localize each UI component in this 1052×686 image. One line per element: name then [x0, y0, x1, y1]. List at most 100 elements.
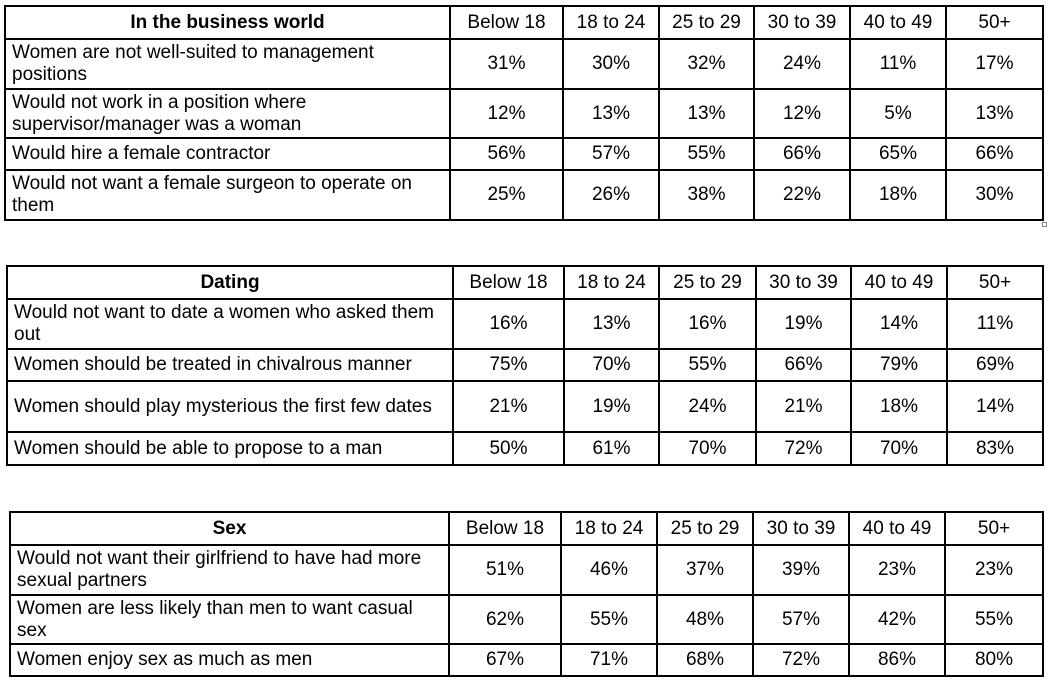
table-title: Sex — [9, 511, 450, 546]
cell-value: 26% — [562, 169, 660, 221]
table-row: Women should be able to propose to a man… — [6, 431, 1044, 466]
column-header: 40 to 49 — [848, 511, 946, 546]
row-label: Women are less likely than men to want c… — [9, 594, 450, 645]
sex-table: Sex Below 18 18 to 24 25 to 29 30 to 39 … — [9, 511, 1044, 677]
cell-value: 62% — [448, 594, 562, 645]
table-row: Women should be treated in chivalrous ma… — [6, 348, 1044, 382]
cell-value: 13% — [562, 88, 660, 139]
business-world-table: In the business world Below 18 18 to 24 … — [4, 5, 1044, 221]
cell-value: 22% — [753, 169, 851, 221]
cell-value: 66% — [753, 137, 851, 171]
column-header: 30 to 39 — [755, 265, 852, 300]
cell-value: 21% — [452, 380, 565, 433]
column-header: 18 to 24 — [560, 511, 658, 546]
column-header: 50+ — [945, 5, 1044, 40]
cell-value: 14% — [850, 298, 948, 350]
cell-value: 23% — [944, 544, 1044, 596]
cell-value: 46% — [560, 544, 658, 596]
cell-value: 21% — [755, 380, 852, 433]
cell-value: 69% — [946, 348, 1044, 382]
table-title: In the business world — [4, 5, 451, 40]
cell-value: 79% — [850, 348, 948, 382]
row-label: Would not want a female surgeon to opera… — [4, 169, 451, 221]
cell-value: 12% — [753, 88, 851, 139]
cell-value: 16% — [658, 298, 757, 350]
column-header: Below 18 — [452, 265, 565, 300]
cell-value: 30% — [945, 169, 1044, 221]
cell-value: 72% — [752, 643, 850, 677]
cell-value: 83% — [946, 431, 1044, 466]
cell-value: 37% — [656, 544, 754, 596]
cell-value: 19% — [563, 380, 660, 433]
resize-handle[interactable] — [1042, 222, 1047, 227]
cell-value: 25% — [449, 169, 564, 221]
cell-value: 48% — [656, 594, 754, 645]
column-header: 18 to 24 — [562, 5, 660, 40]
cell-value: 51% — [448, 544, 562, 596]
column-header: 18 to 24 — [563, 265, 660, 300]
table-title: Dating — [6, 265, 454, 300]
table-row: Women are not well-suited to management … — [4, 38, 1044, 90]
table-row: Would not want a female surgeon to opera… — [4, 169, 1044, 221]
column-header: Below 18 — [448, 511, 562, 546]
row-label: Would not want to date a women who asked… — [6, 298, 454, 350]
column-header: 25 to 29 — [658, 265, 757, 300]
cell-value: 71% — [560, 643, 658, 677]
cell-value: 16% — [452, 298, 565, 350]
column-header: 30 to 39 — [752, 511, 850, 546]
column-header: 25 to 29 — [658, 5, 755, 40]
cell-value: 56% — [449, 137, 564, 171]
row-label: Would not want their girlfriend to have … — [9, 544, 450, 596]
cell-value: 68% — [656, 643, 754, 677]
cell-value: 24% — [753, 38, 851, 90]
cell-value: 80% — [944, 643, 1044, 677]
row-label: Would not work in a position where super… — [4, 88, 451, 139]
cell-value: 55% — [658, 137, 755, 171]
cell-value: 32% — [658, 38, 755, 90]
cell-value: 11% — [849, 38, 947, 90]
column-header: 30 to 39 — [753, 5, 851, 40]
cell-value: 11% — [946, 298, 1044, 350]
table-row: Women enjoy sex as much as men 67% 71% 6… — [9, 643, 1044, 677]
row-label: Women should play mysterious the first f… — [6, 380, 454, 433]
table-row: Would hire a female contractor 56% 57% 5… — [4, 137, 1044, 171]
row-label: Would hire a female contractor — [4, 137, 451, 171]
cell-value: 31% — [449, 38, 564, 90]
cell-value: 24% — [658, 380, 757, 433]
cell-value: 19% — [755, 298, 852, 350]
cell-value: 39% — [752, 544, 850, 596]
cell-value: 12% — [449, 88, 564, 139]
row-label: Women enjoy sex as much as men — [9, 643, 450, 677]
cell-value: 72% — [755, 431, 852, 466]
column-header: 25 to 29 — [656, 511, 754, 546]
cell-value: 13% — [563, 298, 660, 350]
cell-value: 50% — [452, 431, 565, 466]
column-header: 40 to 49 — [850, 265, 948, 300]
cell-value: 55% — [560, 594, 658, 645]
table-row: Would not work in a position where super… — [4, 88, 1044, 139]
cell-value: 42% — [848, 594, 946, 645]
cell-value: 66% — [945, 137, 1044, 171]
column-header: 40 to 49 — [849, 5, 947, 40]
cell-value: 70% — [850, 431, 948, 466]
cell-value: 70% — [658, 431, 757, 466]
table-row: Women should play mysterious the first f… — [6, 380, 1044, 433]
cell-value: 5% — [849, 88, 947, 139]
cell-value: 18% — [850, 380, 948, 433]
cell-value: 55% — [944, 594, 1044, 645]
table-row: Women are less likely than men to want c… — [9, 594, 1044, 645]
cell-value: 18% — [849, 169, 947, 221]
cell-value: 13% — [658, 88, 755, 139]
cell-value: 75% — [452, 348, 565, 382]
row-label: Women should be treated in chivalrous ma… — [6, 348, 454, 382]
cell-value: 57% — [752, 594, 850, 645]
cell-value: 57% — [562, 137, 660, 171]
column-header: 50+ — [944, 511, 1044, 546]
cell-value: 61% — [563, 431, 660, 466]
cell-value: 38% — [658, 169, 755, 221]
table-row: Would not want to date a women who asked… — [6, 298, 1044, 350]
column-header: 50+ — [946, 265, 1044, 300]
column-header: Below 18 — [449, 5, 564, 40]
cell-value: 55% — [658, 348, 757, 382]
cell-value: 86% — [848, 643, 946, 677]
